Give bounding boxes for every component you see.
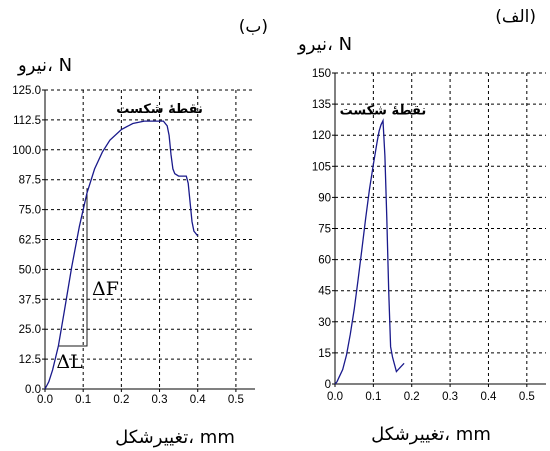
y-tick-label: 75 <box>318 224 331 236</box>
delta-f-label: ΔF <box>92 278 119 300</box>
y-tick-label: 15 <box>318 348 331 360</box>
y-tick-label: 100.0 <box>12 145 41 157</box>
slope-triangle <box>58 188 88 347</box>
x-tick-label: 0.3 <box>442 391 458 403</box>
break-point-annotation: نقطهٔ شکست <box>116 102 203 117</box>
y-tick-label: 125.0 <box>12 85 41 97</box>
y-tick-label: 37.5 <box>19 294 41 306</box>
y-axis-title: نیرو، N <box>17 55 72 76</box>
y-tick-label: 150 <box>312 68 331 80</box>
panel-label: (ب) <box>239 17 268 37</box>
x-axis-title: تغییرشکل، mm <box>371 424 491 445</box>
x-tick-label: 0.1 <box>365 391 381 403</box>
y-tick-label: 60 <box>318 255 331 267</box>
x-tick-label: 0.5 <box>519 391 535 403</box>
y-tick-label: 50.0 <box>19 264 41 276</box>
y-axis-title: نیرو، N <box>297 34 352 55</box>
x-tick-label: 0.4 <box>480 391 497 403</box>
y-tick-label: 25.0 <box>19 324 41 336</box>
y-tick-label: 135 <box>312 99 331 111</box>
chart-b: 0.0 12.5 25.0 37.5 50.0 62.5 75.0 87.5 100.0 112.… <box>12 17 268 448</box>
x-tick-label: 0.5 <box>228 394 244 406</box>
force-deformation-curve <box>334 118 405 385</box>
y-tick-label: 45 <box>318 286 331 298</box>
panel-label: (الف) <box>495 7 536 27</box>
x-tick-label: 0.0 <box>327 391 343 403</box>
x-tick-label: 0.2 <box>404 391 420 403</box>
x-axis-title: تغییرشکل، mm <box>115 427 235 448</box>
y-tick-label: 0 <box>325 379 331 391</box>
y-tick-label: 75.0 <box>19 205 41 217</box>
chart-a: 0 15 30 45 60 75 90 105 120 135 150 0.0 0.1 0.2 0.3 0.4… <box>297 7 546 445</box>
y-tick-label: 112.5 <box>13 115 41 127</box>
y-tick-label: 105 <box>312 161 331 173</box>
y-tick-label: 62.5 <box>19 235 41 247</box>
x-tick-label: 0.0 <box>37 394 53 406</box>
break-point-annotation: نقطهٔ شکست <box>340 104 427 119</box>
x-tick-label: 0.2 <box>113 394 129 406</box>
y-tick-label: 90 <box>318 192 331 204</box>
y-tick-label: 12.5 <box>19 354 41 366</box>
y-tick-label: 87.5 <box>19 175 41 187</box>
y-tick-label: 30 <box>318 317 331 329</box>
x-tick-label: 0.3 <box>152 394 168 406</box>
y-tick-label: 120 <box>312 130 331 142</box>
force-deformation-curve <box>44 120 199 390</box>
x-tick-label: 0.1 <box>75 394 91 406</box>
delta-l-label: ΔL <box>56 351 83 373</box>
y-tick-label: 0.0 <box>25 384 41 396</box>
x-tick-label: 0.4 <box>190 394 207 406</box>
